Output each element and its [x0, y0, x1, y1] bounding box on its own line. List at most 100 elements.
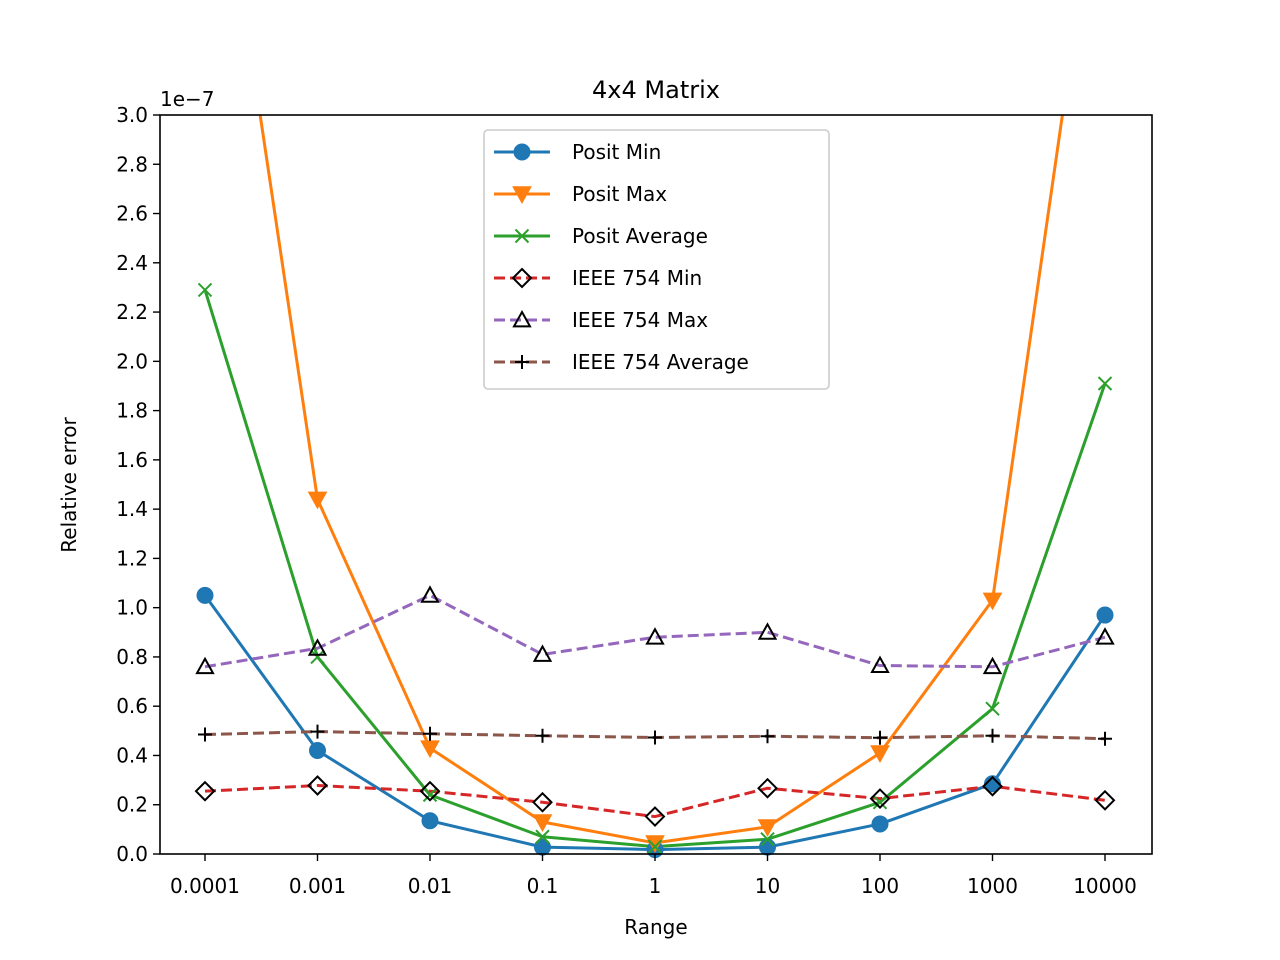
point-ieee-754-average — [1098, 731, 1112, 746]
point-posit-max — [645, 835, 665, 853]
legend: Posit Min Posit Max Posit Average IEEE 754 … — [483, 129, 830, 390]
point-posit-min — [196, 586, 214, 604]
point-posit-average — [197, 282, 213, 298]
series-line-posit-min — [203, 594, 1107, 852]
point-ieee-754-min — [644, 806, 666, 827]
series-line-ieee-754-min — [204, 784, 1106, 819]
y-tick-label: 1.2 — [116, 546, 148, 570]
point-ieee-754-max — [532, 644, 553, 662]
marker-layer — [194, 282, 1116, 859]
y-tick-label: 2.4 — [116, 251, 148, 275]
point-ieee-754-max — [195, 656, 215, 675]
legend-marker — [512, 186, 532, 205]
y-tick-label: 2.0 — [116, 349, 148, 373]
point-ieee-754-max — [757, 622, 778, 640]
series-line-ieee-754-max — [204, 593, 1106, 669]
point-ieee-754-average — [198, 727, 212, 742]
point-posit-min — [309, 742, 326, 760]
legend-label: IEEE 754 Min — [572, 266, 702, 290]
point-ieee-754-min — [757, 777, 778, 799]
point-ieee-754-average — [310, 724, 325, 739]
point-posit-average — [422, 787, 438, 803]
y-tick-label: 1.0 — [116, 596, 148, 620]
x-tick-label: 1 — [649, 874, 662, 898]
legend-item-posit-average: Posit Average — [494, 224, 708, 248]
x-tick-label: 10000 — [1073, 874, 1137, 898]
legend-label: Posit Max — [572, 182, 667, 206]
y-tick-label: 0.0 — [116, 842, 148, 866]
point-ieee-754-min — [982, 775, 1003, 797]
point-posit-average — [760, 832, 775, 847]
y-tick-label: 0.8 — [116, 645, 148, 669]
y-tick-label: 0.6 — [116, 694, 148, 718]
point-posit-min — [871, 815, 889, 833]
series-markers-ieee-754-average — [198, 724, 1112, 746]
legend-marker — [514, 228, 530, 244]
point-ieee-754-max — [982, 656, 1003, 675]
point-posit-max — [757, 819, 778, 837]
legend-marker — [513, 143, 531, 161]
y-tick-label: 2.2 — [116, 300, 148, 324]
point-posit-average — [1097, 376, 1113, 391]
y-tick-label: 3.0 — [116, 103, 148, 127]
y-axis-label: Relative error — [57, 417, 81, 553]
point-posit-max — [420, 740, 440, 759]
legend-marker — [512, 309, 532, 328]
point-ieee-754-min — [419, 780, 441, 802]
x-tick-label: 0.0001 — [170, 874, 240, 898]
point-ieee-754-average — [873, 730, 887, 745]
point-ieee-754-min — [532, 791, 553, 813]
point-posit-average — [985, 701, 1000, 716]
point-posit-min — [1096, 606, 1114, 624]
y-offset-label: 1e−7 — [160, 87, 215, 111]
y-axis-ticks: 0.0 0.2 0.4 0.6 0.8 1.0 1.2 1.4 1.6 1.8 2.0 2.2 2.4 2… — [116, 103, 160, 866]
legend-item-ieee-754-max: IEEE 754 Max — [494, 308, 708, 332]
point-ieee-754-min — [869, 788, 891, 809]
point-posit-max — [532, 814, 553, 833]
point-ieee-754-average — [423, 726, 437, 741]
y-tick-label: 0.2 — [116, 793, 148, 817]
legend-label: IEEE 754 Average — [572, 350, 749, 374]
series-line-posit-max — [258, 115, 1064, 845]
point-posit-max — [870, 745, 890, 764]
plot-frame — [159, 114, 1153, 855]
y-tick-label: 1.6 — [116, 448, 148, 472]
series-layer — [203, 115, 1107, 852]
series-markers-posit-max — [307, 491, 1003, 853]
y-tick-label: 0.4 — [116, 743, 148, 767]
point-ieee-754-max — [870, 655, 890, 673]
point-ieee-754-max — [420, 585, 440, 603]
legend-item-ieee-754-min: IEEE 754 Min — [494, 266, 702, 290]
point-ieee-754-average — [985, 728, 1000, 743]
legend-marker — [515, 355, 529, 369]
point-posit-average — [310, 649, 325, 665]
point-ieee-754-max — [1095, 627, 1115, 645]
point-ieee-754-min — [307, 775, 328, 796]
legend-item-posit-min: Posit Min — [494, 140, 661, 164]
point-posit-average — [872, 795, 888, 810]
point-posit-average — [535, 829, 550, 844]
point-posit-max — [982, 592, 1003, 611]
y-tick-label: 2.8 — [116, 152, 148, 176]
x-tick-label: 100 — [861, 874, 899, 898]
legend-item-posit-max: Posit Max — [494, 182, 667, 206]
x-tick-label: 0.1 — [527, 874, 559, 898]
point-posit-min — [759, 838, 776, 856]
y-tick-label: 2.6 — [116, 202, 148, 226]
series-markers-ieee-754-max — [195, 585, 1115, 675]
chart-title: 4x4 Matrix — [592, 76, 720, 104]
x-tick-label: 1000 — [967, 874, 1018, 898]
point-posit-min — [421, 812, 439, 830]
point-posit-average — [647, 839, 663, 854]
series-markers-ieee-754-min — [194, 775, 1116, 827]
x-axis-label: Range — [624, 915, 687, 939]
legend-label: Posit Average — [572, 224, 708, 248]
point-ieee-754-average — [535, 728, 550, 743]
point-posit-min — [984, 775, 1001, 793]
point-ieee-754-max — [645, 627, 665, 645]
point-ieee-754-min — [1094, 789, 1116, 811]
point-ieee-754-max — [307, 638, 328, 656]
legend-label: IEEE 754 Max — [572, 308, 708, 332]
legend-box — [483, 129, 830, 390]
